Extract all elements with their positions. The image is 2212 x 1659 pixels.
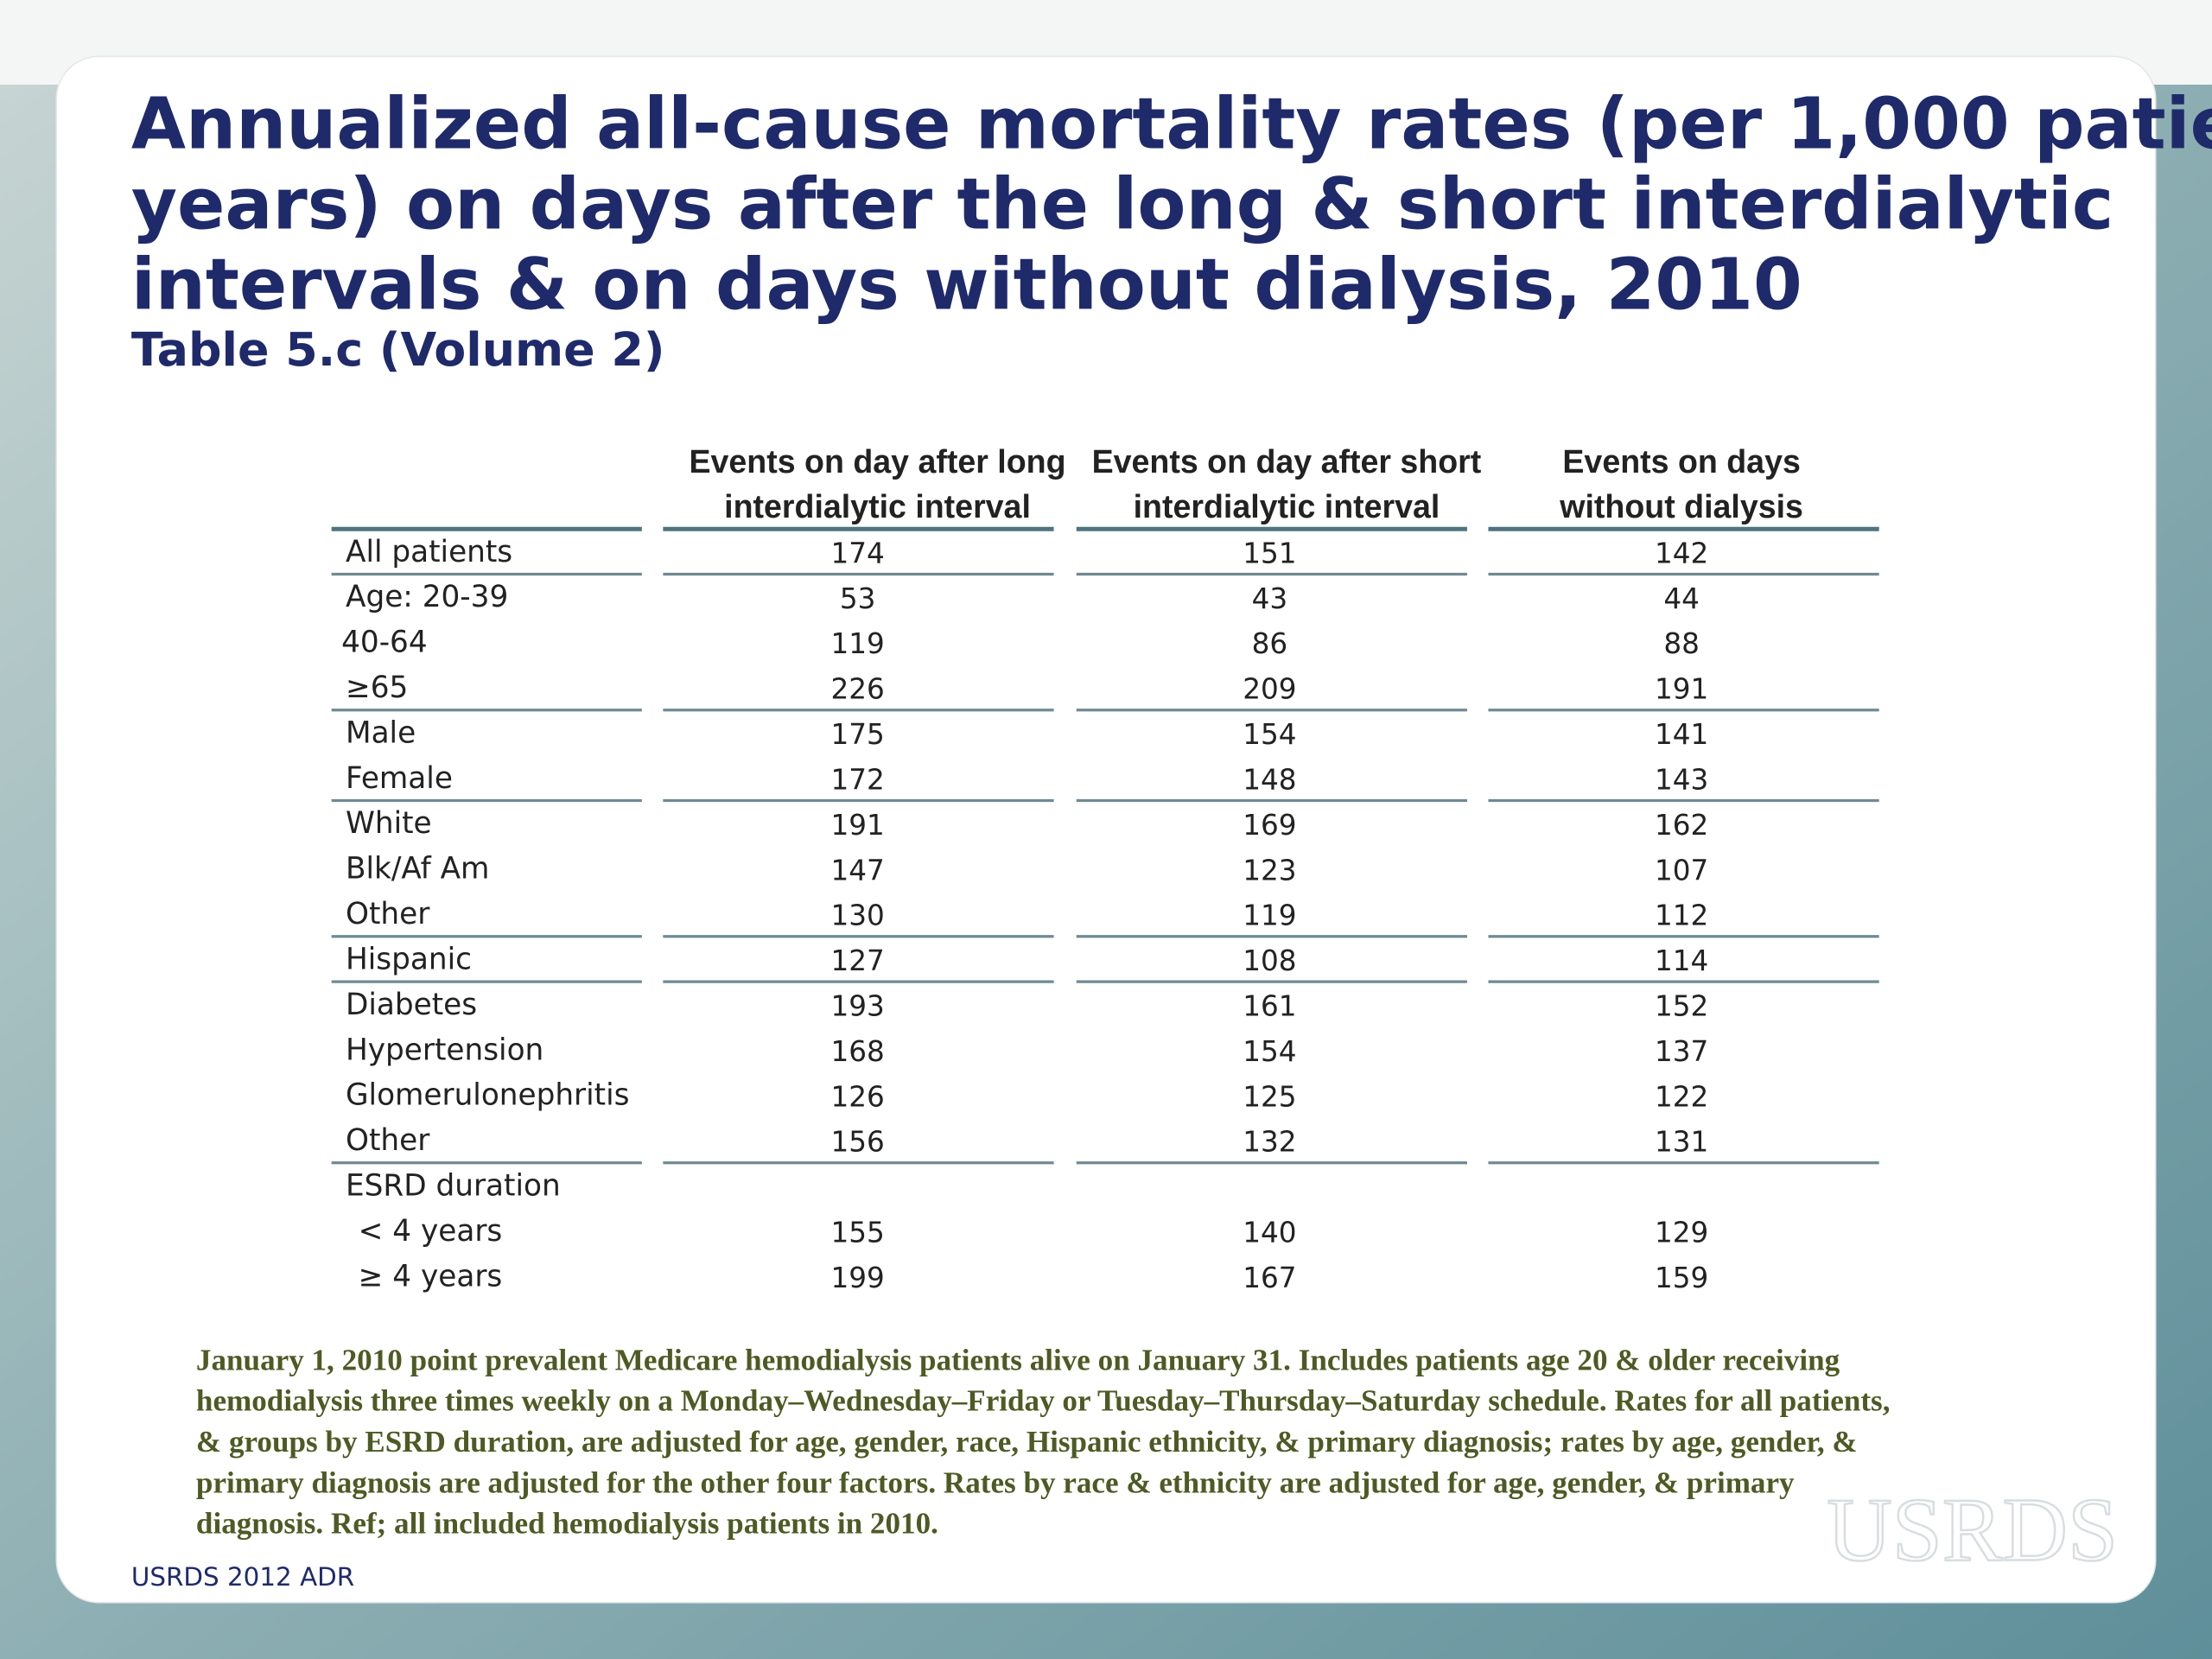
cell: 159 [1655,1262,1708,1294]
content: Annualized all-cause mortality rates (pe… [131,83,2212,1592]
row-label: Hypertension [346,1033,543,1067]
row-label: Female [346,761,453,796]
cell: 130 [830,899,884,932]
footnote-line: diagnosis. Ref; all included hemodialysi… [196,1507,938,1541]
cell: 191 [1655,673,1708,706]
cell: 88 [1663,627,1700,660]
row-label: All patients [346,535,512,569]
cell: 112 [1655,899,1708,932]
cell: 175 [830,718,884,751]
row-label: 40-64 [341,626,428,660]
cell: 191 [830,809,884,842]
title-line: years) on days after the long & short in… [131,163,2113,245]
cell: 141 [1655,718,1708,751]
cell: 172 [830,763,884,796]
cell: 154 [1243,1035,1296,1068]
cell: 226 [830,673,884,706]
column-header: without dialysis [1559,488,1803,524]
column-header: Events on day after short [1092,443,1482,480]
column-header: interdialytic interval [724,488,1031,524]
cell: 122 [1655,1080,1708,1113]
column-header: interdialytic interval [1134,488,1440,524]
row-label: < 4 years [359,1214,503,1249]
cell: 161 [1243,990,1296,1023]
cell: 148 [1243,763,1296,796]
cell: 126 [830,1080,884,1113]
cell: 132 [1243,1126,1296,1159]
row-label: Hispanic [346,942,472,976]
cell: 114 [1655,944,1708,977]
cell: 147 [830,854,884,887]
cell: 108 [1243,944,1296,977]
cell: 174 [830,537,884,569]
cell: 86 [1252,627,1288,660]
cell: 119 [830,627,884,660]
cell: 142 [1655,537,1708,569]
cell: 127 [830,944,884,977]
card [55,55,2157,1604]
cell: 209 [1243,673,1296,706]
footnote-line: January 1, 2010 point prevalent Medicare… [196,1343,1840,1376]
row-label: Other [346,1123,430,1158]
cell: 162 [1655,809,1708,842]
cell: 167 [1243,1262,1296,1294]
cell: 137 [1655,1035,1708,1068]
footnote-line: hemodialysis three times weekly on a Mon… [196,1384,1891,1418]
cell: 131 [1655,1126,1708,1159]
cell: 119 [1243,899,1296,932]
cell: 129 [1655,1217,1708,1249]
cell: 151 [1243,537,1296,569]
logo: USRDS [1827,1480,2118,1580]
row-label: Diabetes [346,988,477,1022]
cell: 156 [830,1126,884,1159]
cell: 193 [830,990,884,1023]
cell: 125 [1243,1080,1296,1113]
cell: 143 [1655,763,1708,796]
title-line: intervals & on days without dialysis, 20… [131,245,1802,327]
row-label: Other [346,897,430,931]
row-label: Blk/Af Am [346,852,489,887]
row-label: Age: 20-39 [346,580,508,614]
row-label: ≥65 [346,671,408,705]
subtitle: Table 5.c (Volume 2) [131,322,665,377]
row-label: Male [346,715,416,750]
cell: 199 [830,1262,884,1294]
cell: 154 [1243,718,1296,751]
cell: 140 [1243,1217,1296,1249]
row-label: Glomerulonephritis [346,1078,629,1113]
cell: 43 [1252,582,1288,615]
footnote-line: & groups by ESRD duration, are adjusted … [196,1425,1858,1459]
row-label: White [346,806,432,841]
cell: 53 [840,582,876,615]
cell: 152 [1655,990,1708,1023]
footnote-line: primary diagnosis are adjusted for the o… [196,1465,1795,1499]
column-header: Events on day after long [689,443,1065,480]
cell: 155 [830,1217,884,1249]
cell: 168 [830,1035,884,1068]
cell: 44 [1663,582,1700,615]
source: USRDS 2012 ADR [131,1562,354,1592]
cell: 123 [1243,854,1296,887]
cell: 107 [1655,854,1708,887]
row-label: ≥ 4 years [359,1259,503,1294]
cell: 169 [1243,809,1296,842]
title-line: Annualized all-cause mortality rates (pe… [131,83,2212,165]
row-label: ESRD duration [346,1169,561,1204]
column-header: Events on days [1562,443,1800,480]
